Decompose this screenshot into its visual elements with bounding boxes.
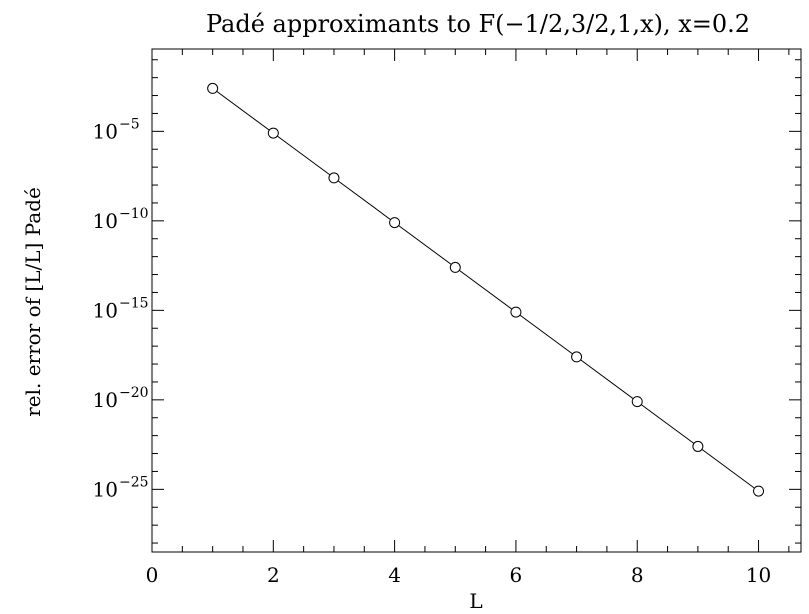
data-points bbox=[207, 82, 765, 497]
y-tick-label: 10 bbox=[93, 209, 118, 233]
x-tick-label: 6 bbox=[510, 563, 523, 587]
y-axis-label: rel. error of [L/L] Padé bbox=[21, 187, 45, 417]
data-point bbox=[449, 261, 461, 273]
data-point bbox=[571, 351, 583, 363]
data-point bbox=[267, 127, 279, 139]
x-tick-label: 2 bbox=[267, 563, 280, 587]
data-point bbox=[207, 82, 219, 94]
y-tick-exponent: −10 bbox=[119, 206, 149, 222]
data-point bbox=[753, 485, 765, 497]
data-point bbox=[389, 217, 401, 229]
data-point bbox=[510, 306, 522, 318]
y-tick-label: 10 bbox=[93, 388, 118, 412]
y-tick-exponent: −25 bbox=[119, 474, 149, 490]
series-line bbox=[212, 87, 759, 492]
y-tick-label: 10 bbox=[93, 477, 118, 501]
x-tick-label: 10 bbox=[746, 563, 771, 587]
y-tick-exponent: −15 bbox=[119, 295, 149, 311]
y-tick-exponent: −5 bbox=[119, 116, 140, 132]
y-tick-exponent: −20 bbox=[119, 385, 149, 401]
x-tick-label: 8 bbox=[631, 563, 644, 587]
y-tick-label: 10 bbox=[93, 119, 118, 143]
x-tick-label: 4 bbox=[388, 563, 401, 587]
x-tick-label: 0 bbox=[146, 563, 159, 587]
data-point bbox=[631, 396, 643, 408]
plot-frame bbox=[151, 48, 802, 553]
chart-title: Padé approximants to F(−1/2,3/2,1,x), x=… bbox=[206, 10, 750, 38]
x-axis-label: L bbox=[469, 589, 482, 613]
y-tick-label: 10 bbox=[93, 298, 118, 322]
data-point bbox=[328, 172, 340, 184]
axis-ticks bbox=[151, 49, 801, 552]
data-point bbox=[692, 440, 704, 452]
